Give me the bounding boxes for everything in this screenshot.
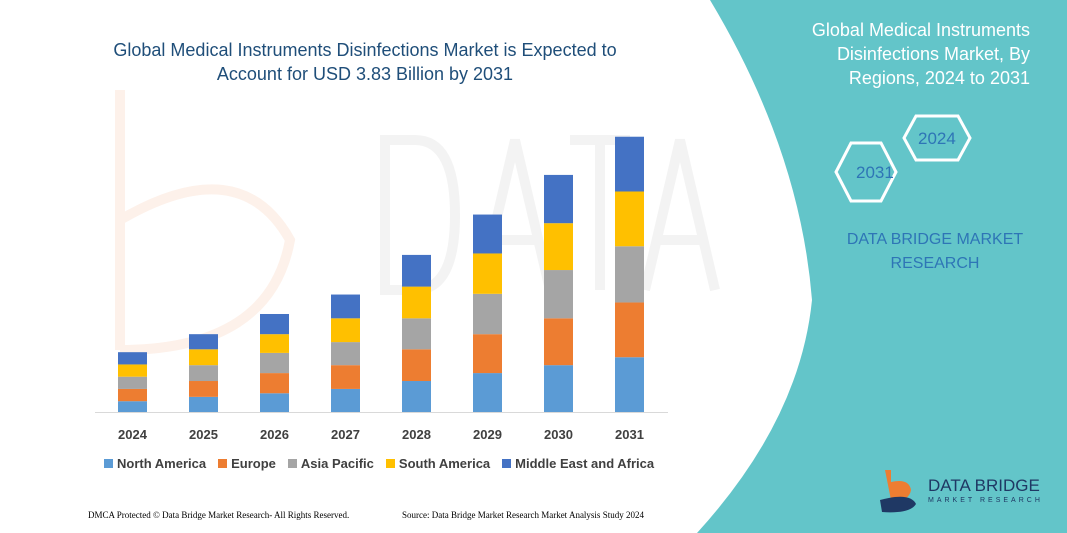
bar-segment bbox=[260, 373, 289, 394]
hex-label-2024: 2024 bbox=[918, 129, 956, 148]
bar-segment bbox=[473, 253, 502, 294]
legend-label: Asia Pacific bbox=[300, 456, 374, 471]
logo-swoosh-icon bbox=[880, 496, 916, 513]
bar-segment bbox=[189, 396, 218, 412]
bar-segment bbox=[402, 318, 431, 350]
legend-label: Middle East and Africa bbox=[515, 456, 655, 471]
bar-segment bbox=[615, 246, 644, 303]
hex-label-2031: 2031 bbox=[856, 163, 894, 182]
logo-text: DATA BRIDGE bbox=[928, 476, 1040, 495]
bar-segment bbox=[615, 302, 644, 358]
legend-swatch bbox=[502, 459, 512, 468]
page-title: Global Medical Instruments Disinfections… bbox=[113, 40, 617, 84]
x-tick-label: 2025 bbox=[189, 427, 218, 442]
bar-segment bbox=[260, 393, 289, 412]
bar-segment bbox=[544, 223, 573, 271]
bar-segment bbox=[615, 136, 644, 192]
x-tick-label: 2027 bbox=[331, 427, 360, 442]
legend-swatch bbox=[287, 459, 297, 468]
legend-swatch bbox=[104, 459, 113, 468]
bar-segment bbox=[402, 381, 431, 412]
legend-item: Asia Pacific bbox=[287, 456, 374, 471]
footer-copyright: DMCA Protected © Data Bridge Market Rese… bbox=[88, 510, 350, 520]
bar-segment bbox=[473, 334, 502, 374]
bar-segment bbox=[402, 286, 431, 319]
side-title: Global Medical Instruments Disinfections… bbox=[811, 20, 1030, 88]
legend-item: North America bbox=[104, 456, 206, 471]
bar-segment bbox=[331, 388, 360, 412]
legend-label: South America bbox=[398, 456, 491, 471]
bar-segment bbox=[544, 270, 573, 319]
legend-swatch bbox=[218, 459, 228, 468]
x-tick-label: 2024 bbox=[118, 427, 148, 442]
bar-segment bbox=[402, 254, 431, 287]
bar-segment bbox=[615, 191, 644, 247]
x-tick-label: 2029 bbox=[473, 427, 502, 442]
bar-segment bbox=[189, 365, 218, 382]
bar-segment bbox=[473, 293, 502, 335]
bar-segment bbox=[189, 381, 218, 397]
bar-segment bbox=[331, 342, 360, 366]
bar-segment bbox=[473, 373, 502, 412]
bar-segment bbox=[260, 334, 289, 353]
x-tick-label: 2028 bbox=[402, 427, 431, 442]
x-tick-label: 2030 bbox=[544, 427, 573, 442]
brand-text: DATA BRIDGE MARKET RESEARCH bbox=[846, 231, 1024, 272]
hexagon-2024 bbox=[902, 114, 972, 162]
x-tick-label: 2031 bbox=[615, 427, 644, 442]
bar-segment bbox=[118, 364, 147, 377]
bar-segment bbox=[260, 352, 289, 374]
bar-segment bbox=[260, 313, 289, 335]
legend-label: Europe bbox=[231, 456, 276, 471]
bar-segment bbox=[402, 349, 431, 382]
chart: 2024 2025 2026 2027 2028 2029 2030 2031 bbox=[95, 136, 668, 442]
bar-segment bbox=[331, 365, 360, 389]
legend-item: Europe bbox=[218, 456, 276, 471]
x-tick-label: 2026 bbox=[260, 427, 289, 442]
footer-source: Source: Data Bridge Market Research Mark… bbox=[402, 510, 644, 520]
bar-segment bbox=[331, 294, 360, 319]
legend-item: South America bbox=[385, 456, 491, 471]
bar-segment bbox=[615, 357, 644, 412]
bar-segment bbox=[118, 352, 147, 365]
bar-segment bbox=[544, 174, 573, 224]
hexagon-2031 bbox=[834, 141, 898, 203]
bar-segment bbox=[473, 214, 502, 254]
bar-segment bbox=[189, 349, 218, 366]
bar-segment bbox=[118, 401, 147, 412]
bar-segment bbox=[189, 334, 218, 350]
bar-segment bbox=[118, 388, 147, 402]
bar-segment bbox=[544, 318, 573, 366]
legend-swatch bbox=[385, 459, 395, 468]
legend-label: North America bbox=[117, 456, 207, 471]
legend-item: Middle East and Africa bbox=[502, 456, 654, 471]
logo-subtext: MARKET RESEARCH bbox=[928, 497, 1043, 504]
bar-segment bbox=[544, 365, 573, 412]
bar-segment bbox=[118, 376, 147, 389]
logo-icon bbox=[885, 470, 911, 501]
legend: North America Europe Asia Pacific South Ame… bbox=[104, 456, 654, 471]
bar-segment bbox=[331, 318, 360, 343]
side-panel-shape bbox=[697, 0, 1067, 533]
